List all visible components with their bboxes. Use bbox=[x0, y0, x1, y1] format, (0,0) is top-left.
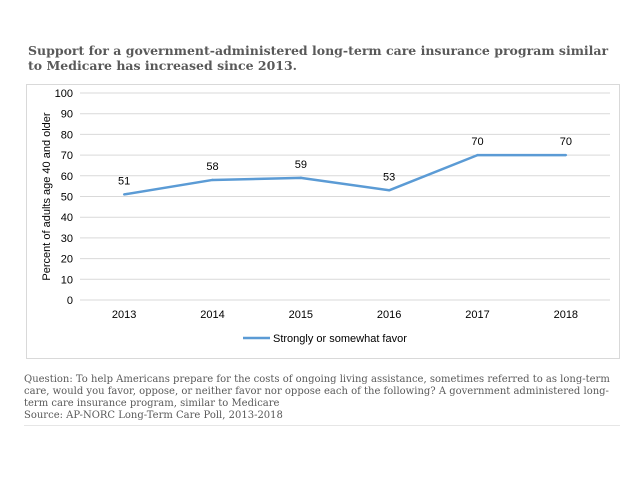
data-point bbox=[211, 178, 214, 182]
y-tick-label: 60 bbox=[61, 171, 73, 183]
data-label: 70 bbox=[471, 136, 483, 148]
x-tick-label: 2018 bbox=[554, 309, 578, 321]
data-point bbox=[564, 153, 568, 157]
y-tick-label: 10 bbox=[61, 274, 73, 286]
footnote: Question: To help Americans prepare for … bbox=[24, 374, 624, 422]
footnote-divider bbox=[24, 425, 620, 426]
x-tick-label: 2015 bbox=[289, 309, 313, 321]
data-point bbox=[387, 189, 391, 192]
y-tick-label: 70 bbox=[61, 150, 73, 162]
y-axis-ticks: 0 10 20 30 40 50 60 70 80 90 100 bbox=[55, 88, 73, 307]
data-label: 70 bbox=[560, 136, 572, 148]
data-label: 51 bbox=[118, 175, 130, 187]
legend-label: Strongly or somewhat favor bbox=[273, 333, 407, 345]
chart-title: Support for a government-administered lo… bbox=[28, 43, 609, 73]
series-lines bbox=[122, 153, 568, 196]
y-tick-label: 100 bbox=[55, 88, 73, 100]
y-tick-label: 80 bbox=[61, 129, 73, 141]
x-tick-label: 2016 bbox=[377, 309, 401, 321]
y-tick-label: 20 bbox=[61, 254, 73, 266]
data-point bbox=[299, 176, 303, 180]
y-tick-label: 50 bbox=[61, 192, 73, 204]
series-line bbox=[123, 153, 566, 196]
footnote-question: Question: To help Americans prepare for … bbox=[24, 374, 610, 409]
chart-area-border bbox=[26, 84, 620, 359]
data-label: 58 bbox=[206, 161, 218, 173]
legend: Strongly or somewhat favor bbox=[243, 333, 407, 345]
x-axis-ticks: 2013 2014 2015 2016 2017 2018 bbox=[112, 309, 578, 321]
footnote-source: Source: AP-NORC Long-Term Care Poll, 201… bbox=[24, 410, 283, 421]
x-tick-label: 2013 bbox=[112, 309, 136, 321]
data-labels: 51 58 59 53 70 70 bbox=[118, 136, 572, 187]
y-axis-label: Percent of adults age 40 and older bbox=[41, 112, 53, 281]
data-label: 59 bbox=[295, 159, 307, 171]
data-point bbox=[122, 193, 126, 196]
x-tick-label: 2017 bbox=[465, 309, 489, 321]
y-tick-label: 30 bbox=[61, 233, 73, 245]
gridlines bbox=[80, 92, 610, 301]
data-label: 53 bbox=[383, 171, 395, 183]
y-tick-label: 90 bbox=[61, 109, 73, 121]
y-tick-label: 0 bbox=[67, 295, 73, 307]
y-tick-label: 40 bbox=[61, 212, 73, 224]
data-point bbox=[476, 153, 479, 157]
x-tick-label: 2014 bbox=[200, 309, 224, 321]
